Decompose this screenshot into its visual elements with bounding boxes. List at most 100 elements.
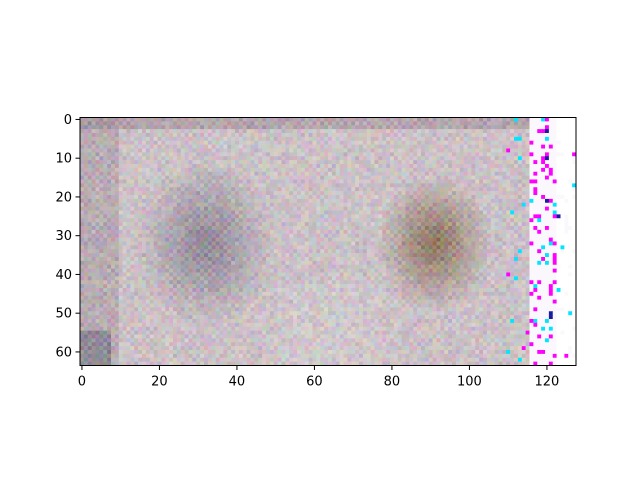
heatmap-cell <box>316 222 321 227</box>
heatmap-cell <box>173 237 178 242</box>
heatmap-cell <box>87 260 92 266</box>
heatmap-cell <box>200 183 205 188</box>
heatmap-cell <box>413 133 418 138</box>
heatmap-cell <box>517 136 523 142</box>
heatmap-cell <box>126 257 131 262</box>
heatmap-cell <box>471 229 476 235</box>
heatmap-cell <box>227 202 232 207</box>
heatmap-cell <box>517 264 523 269</box>
heatmap-cell <box>548 229 554 235</box>
heatmap-cell <box>572 210 577 215</box>
heatmap-cell <box>211 237 216 242</box>
heatmap-cell <box>548 117 554 122</box>
heatmap-cell <box>142 222 147 227</box>
heatmap-cell <box>405 222 410 227</box>
heatmap-cell <box>436 152 441 157</box>
heatmap-cell <box>153 249 158 254</box>
heatmap-cell <box>335 179 340 184</box>
heatmap-cell <box>572 214 577 219</box>
heatmap-cell <box>366 214 371 219</box>
heatmap-cell <box>219 206 224 211</box>
heatmap-cell <box>254 117 259 122</box>
heatmap-cell <box>87 218 92 223</box>
heatmap-image <box>80 117 577 366</box>
heatmap-cell <box>366 144 371 149</box>
heatmap-cell <box>207 237 213 242</box>
heatmap-cell <box>250 264 255 269</box>
heatmap-cell <box>339 195 344 200</box>
heatmap-cell <box>405 264 410 269</box>
heatmap-cell <box>297 253 302 258</box>
heatmap-cell <box>83 198 89 204</box>
heatmap-cell <box>467 245 472 250</box>
heatmap-cell <box>297 241 302 246</box>
heatmap-cell <box>285 214 290 219</box>
heatmap-cell <box>219 233 224 238</box>
heatmap-cell <box>285 129 290 134</box>
heatmap-cell <box>545 260 550 266</box>
heatmap-cell <box>475 136 480 142</box>
heatmap-cell <box>308 241 313 246</box>
heatmap-cell <box>525 226 530 231</box>
heatmap-cell <box>355 133 360 138</box>
heatmap-cell <box>242 237 247 242</box>
heatmap-cell <box>417 133 422 138</box>
heatmap-cell <box>463 241 468 246</box>
heatmap-cell <box>529 198 534 204</box>
heatmap-cell <box>169 195 174 200</box>
heatmap-cell <box>564 164 569 169</box>
heatmap-cell <box>514 152 519 157</box>
heatmap-cell <box>386 167 391 173</box>
heatmap-cell <box>142 198 147 204</box>
heatmap-cell <box>304 152 309 157</box>
heatmap-cell <box>413 121 418 126</box>
heatmap-cell <box>312 125 317 130</box>
heatmap-cell <box>328 164 333 169</box>
heatmap-cell <box>207 245 213 250</box>
heatmap-cell <box>362 198 368 204</box>
heatmap-cell <box>114 226 120 231</box>
heatmap-cell <box>149 191 154 196</box>
heatmap-cell <box>111 171 116 176</box>
heatmap-cell <box>428 210 433 215</box>
heatmap-cell <box>266 233 271 238</box>
heatmap-cell <box>517 179 523 184</box>
heatmap-cell <box>459 156 464 161</box>
heatmap-cell <box>242 152 247 157</box>
heatmap-cell <box>157 179 162 184</box>
heatmap-cell <box>161 253 166 258</box>
heatmap-cell <box>95 156 100 161</box>
heatmap-cell <box>343 249 348 254</box>
heatmap-cell <box>316 226 321 231</box>
heatmap-cell <box>417 179 422 184</box>
heatmap-cell <box>324 210 329 215</box>
heatmap-cell <box>552 164 557 169</box>
heatmap-cell <box>533 183 538 188</box>
heatmap-cell <box>184 187 189 192</box>
heatmap-cell <box>316 133 321 138</box>
heatmap-cell <box>316 249 321 254</box>
heatmap-cell <box>324 117 329 122</box>
heatmap-cell <box>328 218 333 223</box>
heatmap-cell <box>486 125 492 130</box>
heatmap-cell <box>188 202 193 207</box>
heatmap-cell <box>548 198 554 204</box>
heatmap-cell <box>521 233 526 238</box>
heatmap-cell <box>304 260 309 266</box>
heatmap-cell <box>173 229 178 235</box>
heatmap-cell <box>238 218 244 223</box>
heatmap-cell <box>122 129 127 134</box>
heatmap-cell <box>498 206 503 211</box>
heatmap-cell <box>312 214 317 219</box>
heatmap-cell <box>486 133 492 138</box>
heatmap-cell <box>142 264 147 269</box>
heatmap-cell <box>324 218 329 223</box>
heatmap-cell <box>366 249 371 254</box>
heatmap-cell <box>382 202 387 207</box>
heatmap-cell <box>483 191 488 196</box>
heatmap-cell <box>246 125 251 130</box>
heatmap-cell <box>533 148 538 153</box>
heatmap-cell <box>359 117 364 122</box>
heatmap-cell <box>455 202 461 207</box>
heatmap-cell <box>517 133 523 138</box>
